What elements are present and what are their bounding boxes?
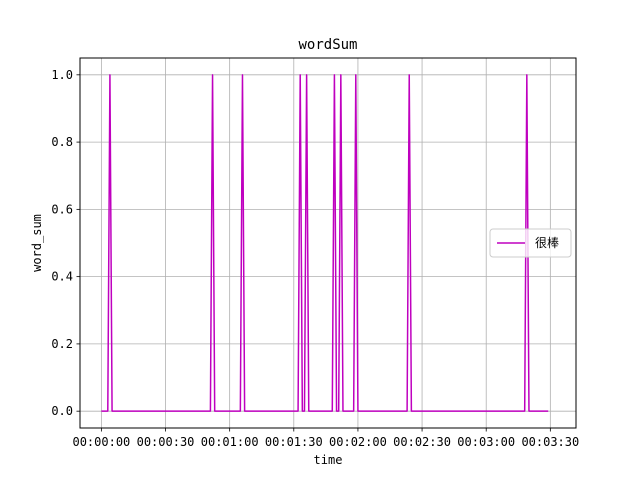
x-tick-label: 00:00:30 [137,435,195,449]
x-tick-label: 00:02:00 [329,435,387,449]
x-axis-ticks: 00:00:00 00:00:30 00:01:00 00:01:30 00:02:00… [72,428,579,449]
chart-title: wordSum [298,37,357,53]
y-tick-label: 1.0 [51,68,73,82]
x-tick-label: 00:03:30 [521,435,579,449]
series-line-0 [101,74,549,412]
y-axis-label: word_sum [30,214,44,272]
plot-frame [79,57,577,429]
x-tick-label: 00:01:30 [265,435,323,449]
x-tick-label: 00:02:30 [393,435,451,449]
legend-label: 很棒 [535,236,559,250]
grid [80,58,576,428]
x-tick-label: 00:01:00 [201,435,259,449]
y-tick-label: 0.0 [51,404,73,418]
x-tick-label: 00:00:00 [72,435,130,449]
series-layer [101,74,549,412]
x-axis-label: time [314,453,343,467]
y-tick-label: 0.6 [51,202,73,216]
y-tick-label: 0.2 [51,337,73,351]
legend-box [489,228,572,258]
y-tick-label: 0.8 [51,135,73,149]
y-axis-ticks: 0.0 0.2 0.4 0.6 0.8 1.0 [51,68,80,418]
x-tick-label: 00:03:00 [457,435,515,449]
legend: 很棒 [489,228,572,258]
y-tick-label: 0.4 [51,270,73,284]
